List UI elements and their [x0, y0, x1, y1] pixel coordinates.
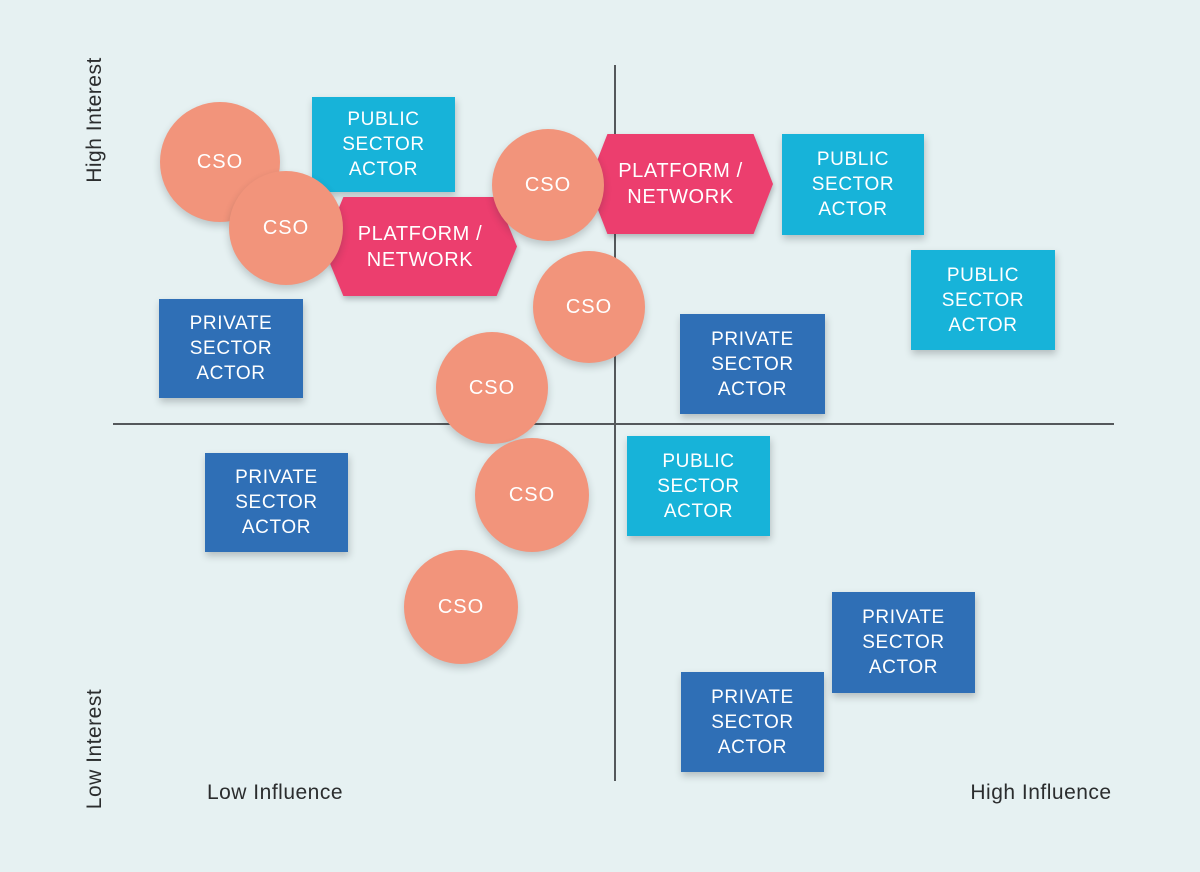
node-label: PLATFORM / NETWORK: [357, 222, 483, 271]
horizontal-axis-line: [113, 423, 1114, 425]
cso-circle: CSO: [475, 438, 589, 552]
public-sector-actor-box: PUBLIC SECTOR ACTOR: [911, 250, 1055, 350]
private-sector-actor-box: PRIVATE SECTOR ACTOR: [159, 299, 303, 398]
node-label: PRIVATE SECTOR ACTOR: [189, 313, 273, 384]
platform-network-banner: PLATFORM / NETWORK: [323, 197, 517, 296]
axis-label-low-interest: Low Interest: [83, 688, 106, 810]
private-sector-actor-box: PRIVATE SECTOR ACTOR: [832, 592, 975, 693]
node-label: PUBLIC SECTOR ACTOR: [342, 109, 425, 180]
node-label: PUBLIC SECTOR ACTOR: [657, 450, 740, 522]
node-label: CSO: [468, 376, 516, 399]
node-label: CSO: [524, 173, 572, 196]
cso-circle: CSO: [492, 129, 604, 241]
cso-circle: CSO: [436, 332, 548, 444]
node-label: CSO: [508, 483, 556, 506]
public-sector-actor-box: PUBLIC SECTOR ACTOR: [312, 97, 455, 192]
cso-circle: CSO: [404, 550, 518, 664]
hexagon-shape: PLATFORM / NETWORK: [323, 197, 517, 296]
node-label: PRIVATE SECTOR ACTOR: [235, 467, 318, 538]
node-label: PRIVATE SECTOR ACTOR: [711, 686, 794, 758]
platform-network-banner: PLATFORM / NETWORK: [588, 134, 773, 234]
node-label: PUBLIC SECTOR ACTOR: [941, 264, 1025, 336]
cso-circle: CSO: [229, 171, 343, 285]
node-label: CSO: [262, 216, 310, 239]
axis-label-high-interest: High Interest: [83, 57, 106, 183]
public-sector-actor-box: PUBLIC SECTOR ACTOR: [627, 436, 770, 536]
private-sector-actor-box: PRIVATE SECTOR ACTOR: [681, 672, 824, 772]
node-label: CSO: [565, 295, 613, 318]
node-label: PUBLIC SECTOR ACTOR: [811, 149, 895, 220]
axis-label-low-influence: Low Influence: [206, 781, 344, 804]
public-sector-actor-box: PUBLIC SECTOR ACTOR: [782, 134, 924, 235]
private-sector-actor-box: PRIVATE SECTOR ACTOR: [205, 453, 348, 552]
hexagon-shape: PLATFORM / NETWORK: [588, 134, 773, 234]
cso-circle: CSO: [533, 251, 645, 363]
axis-label-high-influence: High Influence: [970, 781, 1112, 804]
node-label: CSO: [196, 150, 244, 173]
node-label: PRIVATE SECTOR ACTOR: [711, 328, 794, 400]
private-sector-actor-box: PRIVATE SECTOR ACTOR: [680, 314, 825, 414]
node-label: CSO: [437, 595, 485, 618]
node-label: PLATFORM / NETWORK: [618, 160, 743, 208]
node-label: PRIVATE SECTOR ACTOR: [862, 607, 945, 678]
